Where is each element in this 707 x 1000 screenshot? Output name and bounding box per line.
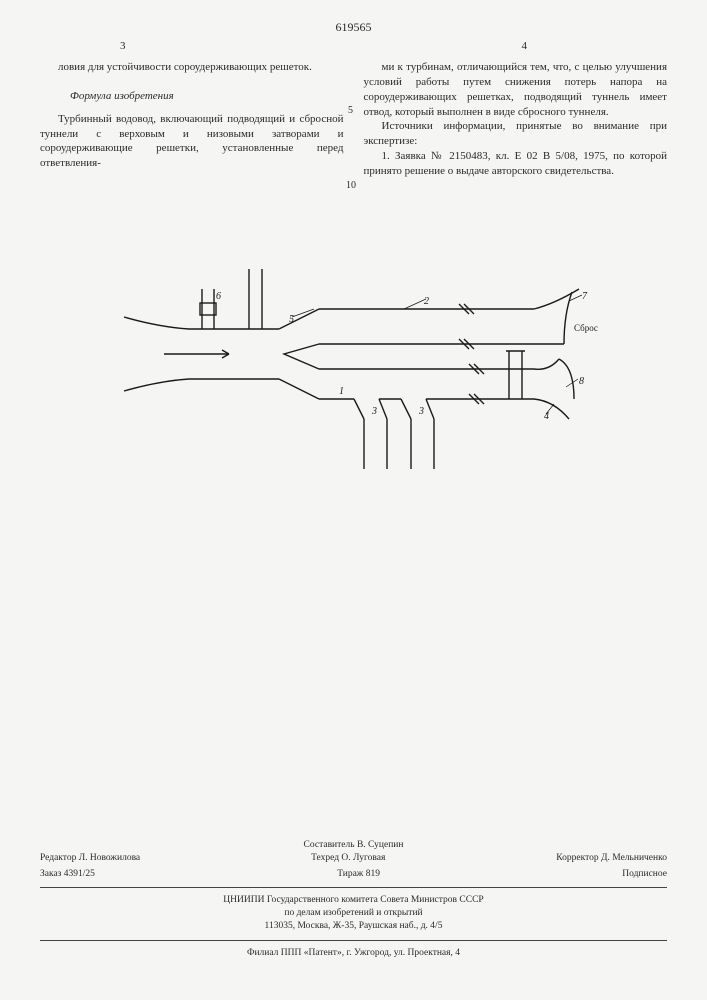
footer-org2: по делам изобретений и открытий: [40, 907, 667, 920]
footer-tech: Техред О. Луговая: [311, 852, 385, 865]
footer-addr1: 113035, Москва, Ж-35, Раушская наб., д. …: [40, 920, 667, 933]
footer: Составитель В. Суцепин Редактор Л. Новож…: [40, 839, 667, 960]
para-right-2: Источники информации, принятые во вниман…: [364, 119, 668, 149]
column-left: ловия для устойчивости сороудерживающих …: [40, 60, 344, 179]
ref-5: 5: [289, 314, 294, 325]
footer-order: Заказ 4391/25: [40, 868, 95, 881]
page-number-left: 3: [120, 40, 126, 52]
para-right-1: ми к турбинам, отличающийся тем, что, с …: [364, 60, 668, 119]
ref-2: 2: [424, 296, 429, 307]
text-columns: ловия для устойчивости сороудерживающих …: [40, 60, 667, 179]
para-left-1: ловия для устойчивости сороудерживающих …: [40, 60, 344, 75]
column-right: ми к турбинам, отличающийся тем, что, с …: [364, 60, 668, 179]
ref-4: 4: [544, 411, 549, 422]
line-number-5: 5: [348, 105, 353, 116]
ref-1: 1: [339, 386, 344, 397]
line-number-10: 10: [346, 180, 356, 191]
footer-editor: Редактор Л. Новожилова: [40, 852, 140, 865]
ref-6: 6: [216, 291, 221, 302]
footer-addr2: Филиал ППП «Патент», г. Ужгород, ул. Про…: [40, 947, 667, 960]
para-right-3: 1. Заявка № 2150483, кл. E 02 B 5/08, 19…: [364, 149, 668, 179]
ref-8: 8: [579, 376, 584, 387]
footer-sub: Подписное: [622, 868, 667, 881]
ref-3b: 3: [418, 406, 424, 417]
label-sbros: Сброс: [574, 323, 598, 333]
patent-number: 619565: [336, 20, 372, 35]
ref-7: 7: [582, 291, 588, 302]
footer-tirage: Тираж 819: [337, 868, 380, 881]
technical-diagram: 1 2 3 3 4 5 6 7 8 Сброс: [40, 259, 667, 499]
diagram-svg: 1 2 3 3 4 5 6 7 8 Сброс: [104, 259, 604, 499]
footer-compiler: Составитель В. Суцепин: [40, 839, 667, 852]
ref-3a: 3: [371, 406, 377, 417]
page-number-right: 4: [522, 40, 528, 52]
footer-org1: ЦНИИПИ Государственного комитета Совета …: [40, 894, 667, 907]
formula-title: Формула изобретения: [40, 89, 344, 104]
para-left-2: Турбинный водовод, включающий подводящий…: [40, 112, 344, 171]
footer-corrector: Корректор Д. Мельниченко: [556, 852, 667, 865]
